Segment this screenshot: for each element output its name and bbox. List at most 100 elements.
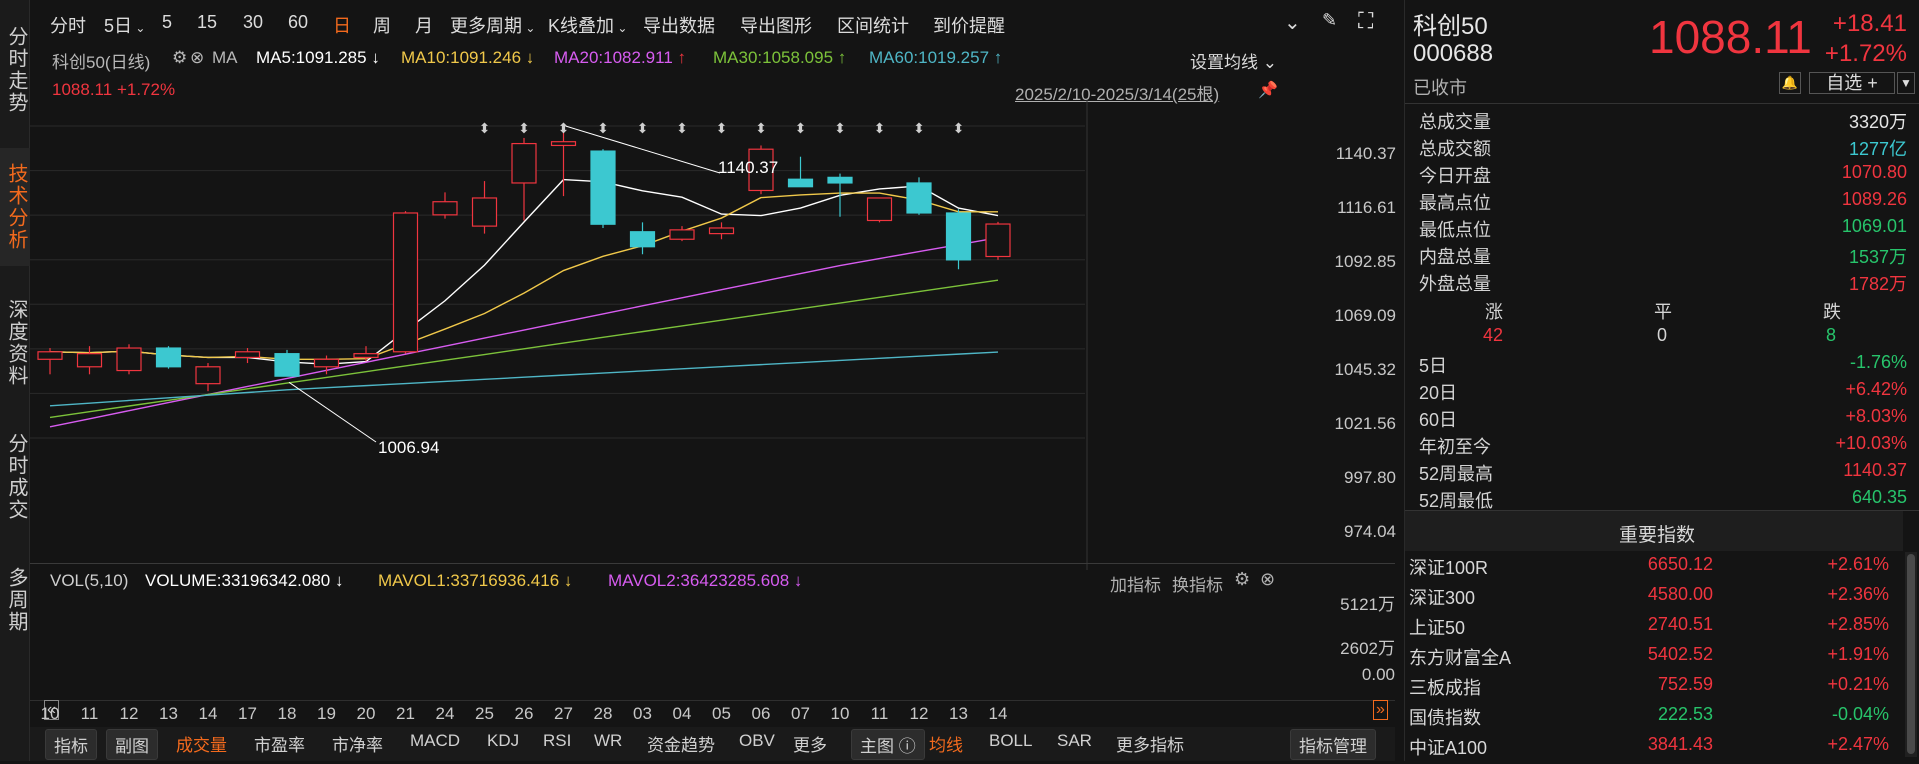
candle-body[interactable]: [471, 197, 498, 227]
candle-body[interactable]: [827, 176, 853, 184]
candle-body[interactable]: [787, 178, 814, 188]
indicator-manage-button[interactable]: 指标管理: [1290, 729, 1376, 760]
index-row[interactable]: 深证300 4580.00 +2.36%: [1405, 584, 1903, 614]
tab-30min[interactable]: 30: [243, 12, 264, 32]
nav-depth[interactable]: 深度资料: [5, 299, 27, 387]
scrollbar[interactable]: [1905, 552, 1917, 757]
main-chart-tab[interactable]: 主图 ⓘ: [851, 729, 925, 760]
candle-body[interactable]: [155, 347, 182, 368]
chevron-down-icon[interactable]: ▼: [1897, 72, 1915, 94]
tab-60min[interactable]: 60: [288, 12, 309, 32]
add-watchlist-button[interactable]: 自选 +: [1809, 72, 1895, 94]
indicator-tab[interactable]: 指标: [45, 729, 97, 760]
brush-icon[interactable]: ✎: [1322, 10, 1338, 30]
tab-month[interactable]: 月: [415, 16, 433, 36]
tab-rsi[interactable]: RSI: [543, 731, 572, 750]
tab-sar[interactable]: SAR: [1057, 731, 1092, 750]
candle-body[interactable]: [550, 141, 577, 147]
event-marker-icon[interactable]: ⬍: [755, 120, 767, 136]
tab-15min[interactable]: 15: [197, 12, 218, 32]
tab-fund-trend[interactable]: 资金趋势: [647, 736, 715, 755]
candle-body[interactable]: [590, 150, 616, 225]
event-marker-icon[interactable]: ⬍: [518, 120, 530, 136]
index-row[interactable]: 国债指数 222.53 -0.04%: [1405, 704, 1903, 734]
tab-week[interactable]: 周: [373, 16, 391, 36]
candle-body[interactable]: [906, 182, 932, 214]
candle-body[interactable]: [985, 223, 1011, 258]
candle-body[interactable]: [748, 148, 774, 192]
nav-multi-period[interactable]: 多周期: [5, 567, 27, 633]
tab-ma[interactable]: 均线: [929, 736, 963, 755]
nav-intraday[interactable]: 分时走势: [5, 26, 27, 114]
tab-more-indicators[interactable]: 更多指标: [1116, 736, 1184, 755]
subchart-tab[interactable]: 副图: [106, 729, 158, 760]
tab-pb[interactable]: 市净率: [332, 736, 383, 755]
scroll-left-icon[interactable]: «: [44, 700, 59, 720]
close-circle-icon[interactable]: ⊗: [190, 48, 205, 67]
switch-indicator-button[interactable]: 换指标: [1172, 576, 1223, 595]
collapse-icon[interactable]: ⌄: [1284, 12, 1301, 34]
candle-body[interactable]: [866, 197, 893, 222]
candle-body[interactable]: [669, 229, 695, 240]
index-row[interactable]: 三板成指 752.59 +0.21%: [1405, 674, 1903, 704]
fullscreen-icon[interactable]: ⛶: [1358, 8, 1374, 33]
event-marker-icon[interactable]: ⬍: [834, 120, 846, 136]
event-marker-icon[interactable]: ⬍: [676, 120, 688, 136]
close-circle-icon[interactable]: ⊗: [1260, 569, 1276, 589]
candle-body[interactable]: [511, 142, 537, 184]
tab-volume[interactable]: 成交量: [176, 736, 227, 755]
price-alert-button[interactable]: 到价提醒: [933, 16, 1005, 36]
more-periods-dropdown[interactable]: 更多周期 ⌄: [450, 16, 536, 36]
tab-macd[interactable]: MACD: [410, 731, 461, 750]
gear-icon[interactable]: ⚙: [172, 48, 188, 67]
candle-body[interactable]: [432, 201, 458, 216]
tab-obv[interactable]: OBV: [739, 731, 775, 750]
export-image-button[interactable]: 导出图形: [740, 16, 812, 36]
tab-boll[interactable]: BOLL: [989, 731, 1033, 750]
tab-more[interactable]: 更多: [793, 736, 827, 755]
export-data-button[interactable]: 导出数据: [643, 16, 715, 36]
add-indicator-button[interactable]: 加指标: [1110, 576, 1161, 595]
tab-intraday[interactable]: 分时: [50, 16, 86, 36]
candle-body[interactable]: [353, 353, 379, 359]
tab-wr[interactable]: WR: [594, 731, 623, 750]
event-marker-icon[interactable]: ⬍: [953, 120, 965, 136]
candle-body[interactable]: [708, 227, 735, 235]
event-marker-icon[interactable]: ⬍: [874, 120, 886, 136]
event-marker-icon[interactable]: ⬍: [716, 120, 728, 136]
candle-body[interactable]: [629, 231, 656, 248]
index-row[interactable]: 东方财富全A 5402.52 +1.91%: [1405, 644, 1903, 674]
candle-body[interactable]: [392, 212, 419, 353]
candle-body[interactable]: [195, 366, 221, 385]
candle-body[interactable]: [116, 347, 142, 372]
range-stats-button[interactable]: 区间统计: [837, 16, 909, 36]
set-ma-dropdown[interactable]: 设置均线 ⌄: [1190, 53, 1277, 72]
event-marker-icon[interactable]: ⬍: [558, 120, 570, 136]
nav-ticks[interactable]: 分时成交: [5, 433, 27, 521]
candle-body[interactable]: [945, 212, 972, 261]
event-marker-icon[interactable]: ⬍: [795, 120, 807, 136]
event-marker-icon[interactable]: ⬍: [479, 120, 491, 136]
kline-overlay-dropdown[interactable]: K线叠加 ⌄: [548, 16, 628, 36]
event-marker-icon[interactable]: ⬍: [637, 120, 649, 136]
index-row[interactable]: 上证50 2740.51 +2.85%: [1405, 614, 1903, 644]
candle-body[interactable]: [76, 353, 103, 368]
event-marker-icon[interactable]: ⬍: [913, 120, 925, 136]
tab-kdj[interactable]: KDJ: [487, 731, 520, 750]
scroll-right-icon[interactable]: »: [1373, 700, 1388, 720]
candle-body[interactable]: [234, 351, 261, 359]
gear-icon[interactable]: ⚙: [1234, 569, 1251, 589]
pin-icon[interactable]: 📌: [1258, 82, 1278, 99]
tab-day[interactable]: 日: [333, 16, 351, 36]
index-row[interactable]: 中证A100 3841.43 +2.47%: [1405, 734, 1903, 764]
candle-body[interactable]: [313, 358, 340, 368]
candle-body[interactable]: [274, 353, 300, 377]
candle-body[interactable]: [37, 351, 63, 360]
tab-5min[interactable]: 5: [162, 12, 173, 32]
nav-technical[interactable]: 技术分析: [0, 148, 30, 266]
index-row[interactable]: 深证100R 6650.12 +2.61%: [1405, 554, 1903, 584]
date-range[interactable]: 2025/2/10-2025/3/14(25根): [1015, 85, 1220, 104]
tab-pe[interactable]: 市盈率: [254, 736, 305, 755]
event-marker-icon[interactable]: ⬍: [597, 120, 609, 136]
bell-icon[interactable]: 🔔: [1779, 72, 1801, 94]
